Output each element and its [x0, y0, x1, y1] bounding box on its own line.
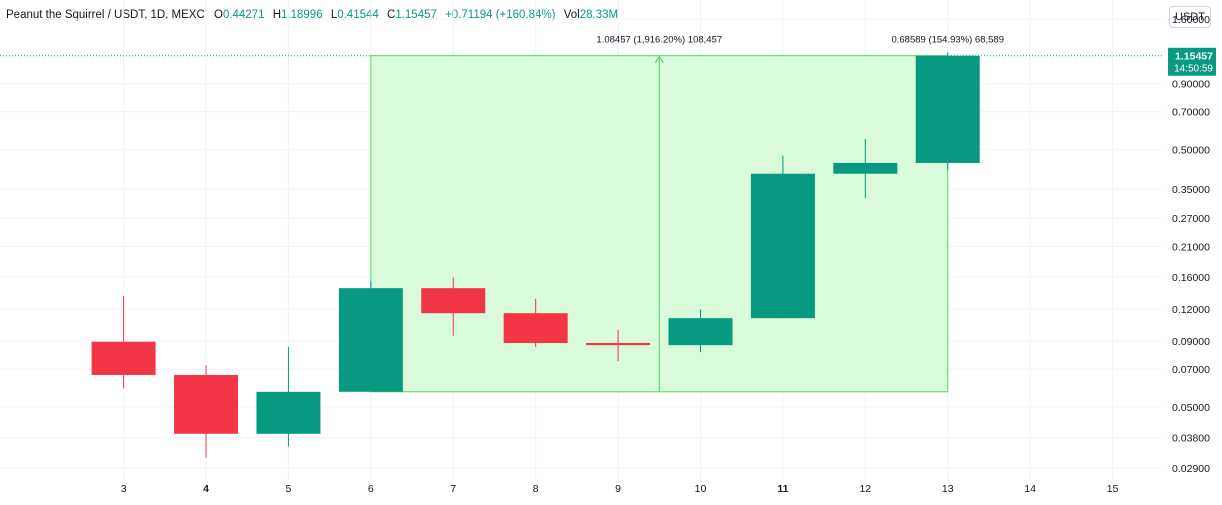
y-tick-label: 0.35000	[1172, 184, 1210, 196]
x-tick-label: 3	[121, 483, 127, 495]
high-value: 1.18996	[281, 9, 323, 21]
open-label: O	[213, 9, 223, 21]
candle-body	[256, 391, 321, 434]
x-tick-label: 4	[203, 483, 209, 495]
low-value: 0.41544	[337, 9, 379, 21]
y-tick-label: 0.16000	[1172, 272, 1210, 284]
symbol-title[interactable]: Peanut the Squirrel / USDT, 1D, MEXC	[6, 9, 205, 21]
candle-body	[833, 162, 898, 174]
x-tick-label: 8	[533, 483, 539, 495]
y-tick-label: 0.03800	[1172, 433, 1210, 445]
close-label: C	[387, 9, 396, 21]
candle-body	[338, 288, 403, 392]
change-value: +0.71194 (+160.84%)	[445, 9, 556, 21]
x-tick-label: 6	[368, 483, 374, 495]
countdown-label: 14:50:59	[1174, 64, 1213, 75]
x-tick-label: 14	[1024, 483, 1036, 495]
y-tick-label: 0.70000	[1172, 107, 1210, 119]
candle-body	[503, 313, 568, 343]
last-price-badge	[1168, 47, 1216, 76]
measure-tool[interactable]: 1.08457 (1,916.20%) 108,457 0.68589 (154.…	[370, 35, 1004, 393]
close-value: 1.15457	[395, 9, 437, 21]
y-tick-label: 0.02900	[1172, 463, 1210, 475]
volume-value: 28.33M	[579, 9, 619, 21]
candle-body	[915, 55, 980, 163]
y-tick-label: 0.07000	[1172, 364, 1210, 376]
candle-body	[421, 288, 486, 314]
volume-label: Vol	[563, 9, 580, 21]
y-tick-label: 1.60000	[1172, 14, 1210, 26]
measure-arrow-head	[654, 55, 664, 64]
measure-center-label: 1.08457 (1,916.20%) 108,457	[596, 35, 722, 46]
x-tick-label: 9	[615, 483, 621, 495]
candle-body	[750, 173, 815, 319]
x-tick-label: 13	[942, 483, 954, 495]
candles	[91, 52, 980, 458]
candle-body	[586, 342, 651, 346]
y-tick-label: 0.21000	[1172, 241, 1210, 253]
y-tick-label: 0.12000	[1172, 304, 1210, 316]
high-label: H	[272, 9, 282, 21]
candle-body	[91, 341, 156, 375]
candle-body	[668, 318, 733, 346]
x-tick-label: 7	[450, 483, 456, 495]
y-tick-label: 0.27000	[1172, 213, 1210, 225]
x-tick-label: 11	[777, 483, 788, 495]
y-tick-label: 0.09000	[1172, 336, 1210, 348]
y-tick-label: 0.50000	[1172, 144, 1210, 156]
axes: 1.60000 0.90000 0.70000 0.50000 0.35000 0.270…	[121, 14, 1216, 495]
y-tick-label: 0.90000	[1172, 79, 1210, 91]
last-price-label: 1.15457	[1175, 51, 1213, 63]
open-value: 0.44271	[222, 9, 265, 21]
x-tick-label: 10	[695, 483, 707, 495]
x-tick-label: 5	[286, 483, 292, 495]
x-tick-label: 12	[859, 483, 871, 495]
currency-button[interactable]: USDT	[1169, 6, 1211, 28]
low-label: L	[330, 9, 338, 21]
y-tick-label: 0.05000	[1172, 402, 1210, 414]
candle-body	[174, 374, 239, 434]
chart-header: Peanut the Squirrel / USDT, 1D, MEXC O0.…	[6, 9, 623, 21]
x-tick-label: 15	[1107, 483, 1119, 495]
measure-right-label: 0.68589 (154.93%) 68,589	[891, 35, 1004, 46]
